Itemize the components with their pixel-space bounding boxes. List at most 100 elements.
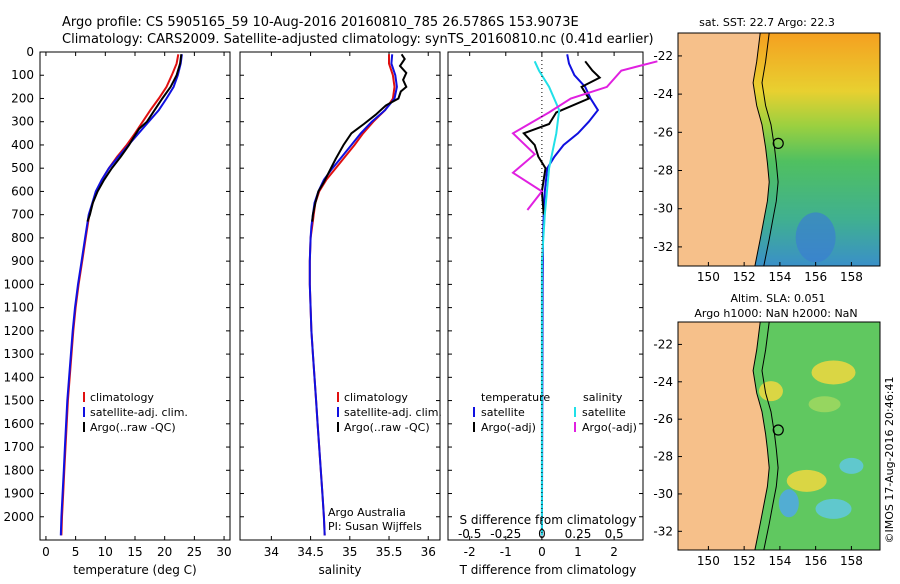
series-line-2 xyxy=(311,53,408,222)
y-tick-label: 800 xyxy=(11,231,34,245)
legend-label-t-argo: Argo(-adj) xyxy=(481,421,536,434)
x-tick-label: 10 xyxy=(98,545,113,559)
argo-position-marker xyxy=(772,137,784,149)
annotation-argo-australia: Argo Australia xyxy=(328,506,406,519)
argo-position-marker xyxy=(772,424,784,436)
top-x-tick-label: 0.5 xyxy=(605,527,624,541)
sla-anomaly-4 xyxy=(815,498,852,519)
lon-tick-label: 150 xyxy=(697,554,720,568)
shelf-contour xyxy=(761,321,779,551)
map-frame xyxy=(677,321,881,551)
lon-tick-label: 154 xyxy=(768,554,791,568)
y-tick-label: 1200 xyxy=(3,324,34,338)
y-tick-label: 1600 xyxy=(3,417,34,431)
x-tick-label: 34 xyxy=(264,545,279,559)
top-x-tick-label: -0.25 xyxy=(490,527,521,541)
shelf-contour xyxy=(761,32,779,267)
legend-heading-salinity: salinity xyxy=(583,391,623,404)
legend-label-climatology: climatology xyxy=(90,391,154,404)
y-tick-label: 700 xyxy=(11,208,34,222)
top-x-tick-label: 0 xyxy=(538,527,546,541)
legend-label-t-satellite: satellite xyxy=(481,406,525,419)
x-tick-label: 2 xyxy=(610,545,618,559)
lat-tick-label: -32 xyxy=(653,240,673,254)
salinity-xlabel: salinity xyxy=(318,563,361,577)
x-tick-label: 15 xyxy=(127,545,142,559)
series-line-2 xyxy=(86,54,183,222)
difference-top-xlabel: S difference from climatology xyxy=(460,513,637,527)
series-line-1 xyxy=(522,60,602,215)
x-tick-label: 1 xyxy=(574,545,582,559)
sla-anomaly-6 xyxy=(839,457,864,474)
x-tick-label: 35 xyxy=(342,545,357,559)
y-tick-label: 1000 xyxy=(3,277,34,291)
header-line-2: Climatology: CARS2009. Satellite-adjuste… xyxy=(62,32,654,47)
y-tick-label: 200 xyxy=(11,91,34,105)
legend-label-satellite: satellite-adj. clim. xyxy=(344,406,442,419)
x-tick-label: -2 xyxy=(464,545,476,559)
salinity-legend: climatology satellite-adj. clim. Argo(..… xyxy=(337,391,442,434)
lat-tick-label: -24 xyxy=(653,87,673,101)
lat-tick-label: -30 xyxy=(653,202,673,216)
x-tick-label: 30 xyxy=(216,545,231,559)
series-line-1 xyxy=(308,54,398,536)
legend-label-s-satellite: satellite xyxy=(582,406,626,419)
lon-tick-label: 152 xyxy=(733,554,756,568)
sla-map: 150 152 154 156 158 -22 -24 -26 -28 -30 -32 xyxy=(653,321,881,568)
sla-anomaly-0 xyxy=(811,360,856,385)
legend-label-s-argo: Argo(-adj) xyxy=(582,421,637,434)
series-line-0 xyxy=(308,54,396,536)
salinity-panel-frame xyxy=(239,51,441,541)
sla-anomaly-5 xyxy=(778,489,799,518)
land-mass xyxy=(677,32,770,267)
x-tick-label: 0 xyxy=(538,545,546,559)
lat-tick-label: -32 xyxy=(653,524,673,538)
sst-map-title: sat. SST: 22.7 Argo: 22.3 xyxy=(699,16,835,29)
lon-tick-label: 154 xyxy=(768,270,791,284)
lon-tick-label: 150 xyxy=(697,270,720,284)
lat-tick-label: -26 xyxy=(653,125,673,139)
x-tick-label: 5 xyxy=(72,545,80,559)
y-tick-label: 600 xyxy=(11,184,34,198)
legend-heading-temperature: temperature xyxy=(481,391,550,404)
sst-map: 150 152 154 156 158 -22 -24 -26 -28 -30 -32 xyxy=(653,32,881,284)
series-line-1 xyxy=(59,54,183,536)
sla-map-subtitle: Argo h1000: NaN h2000: NaN xyxy=(694,307,857,320)
x-tick-label: -1 xyxy=(500,545,512,559)
y-tick-label: 500 xyxy=(11,161,34,175)
difference-plot: -2 -1 0 1 2 -0.5 -0.25 0 0.25 0.5 xyxy=(448,51,658,559)
legend-label-climatology: climatology xyxy=(344,391,408,404)
map-frame xyxy=(677,32,881,267)
sla-anomaly-3 xyxy=(786,469,827,492)
x-tick-label: 20 xyxy=(157,545,172,559)
sla-map-title: Altim. SLA: 0.051 xyxy=(730,292,825,305)
cool-eddy xyxy=(795,212,836,263)
legend-label-argo: Argo(..raw -QC) xyxy=(90,421,176,434)
temperature-panel-frame xyxy=(39,51,231,541)
sla-anomaly-1 xyxy=(758,381,783,402)
y-tick-label: 300 xyxy=(11,115,34,129)
series-line-2 xyxy=(533,60,561,536)
y-tick-label: 400 xyxy=(11,138,34,152)
x-tick-label: 35.5 xyxy=(376,545,403,559)
lon-tick-label: 152 xyxy=(733,270,756,284)
x-tick-label: 34.5 xyxy=(297,545,324,559)
series-line-0 xyxy=(540,54,600,536)
y-tick-label: 900 xyxy=(11,254,34,268)
y-tick-label: 1700 xyxy=(3,440,34,454)
y-tick-label: 0 xyxy=(26,45,34,59)
lon-tick-label: 158 xyxy=(840,554,863,568)
lon-tick-label: 156 xyxy=(804,270,827,284)
difference-legend: temperature satellite Argo(-adj) salinit… xyxy=(473,391,637,434)
y-tick-label: 1400 xyxy=(3,370,34,384)
lon-tick-label: 158 xyxy=(840,270,863,284)
top-x-tick-label: -0.5 xyxy=(458,527,481,541)
header-line-1: Argo profile: CS 5905165_59 10-Aug-2016 … xyxy=(62,15,579,30)
lat-tick-label: -26 xyxy=(653,412,673,426)
series-line-0 xyxy=(60,54,180,536)
copyright-credit: ©IMOS 17-Aug-2016 20:46:41 xyxy=(883,377,896,544)
y-tick-label: 1100 xyxy=(3,301,34,315)
lat-tick-label: -22 xyxy=(653,337,673,351)
